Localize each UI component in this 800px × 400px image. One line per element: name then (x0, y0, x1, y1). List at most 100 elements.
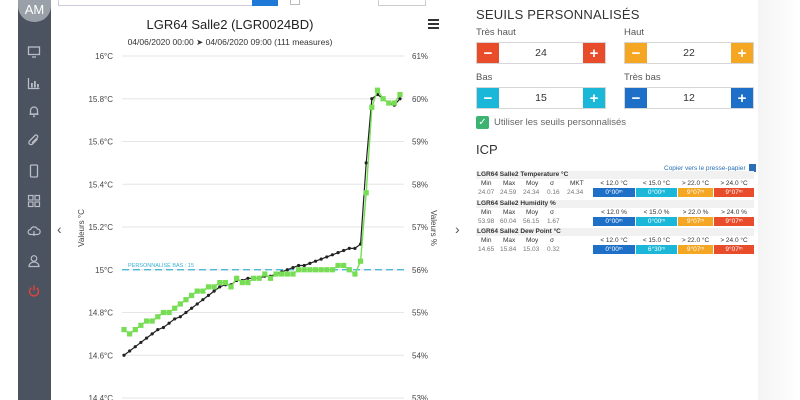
high-plus-button[interactable]: + (731, 43, 753, 63)
temperature-point (156, 328, 160, 332)
icp-value-row: 14.65 15.84 15.03 0.32 0°00ᵐ 6°30ᵐ 9°07ᵐ 9°07ᵐ (476, 245, 754, 254)
humidity-point (194, 288, 200, 294)
temperature-point (246, 276, 250, 280)
mobile-icon[interactable] (27, 164, 41, 178)
high-minus-button[interactable]: − (625, 43, 647, 63)
high-value[interactable]: 22 (683, 47, 695, 59)
humidity-point (318, 267, 324, 273)
low-value[interactable]: 15 (535, 92, 547, 104)
paperclip-icon[interactable] (27, 134, 41, 148)
icp-block-title: LGR64 Salle2 Humidity % (476, 200, 754, 208)
icp-value: 1.67 (547, 218, 560, 225)
checkmark-icon[interactable]: ✓ (476, 116, 489, 129)
top-select[interactable] (378, 0, 426, 6)
humidity-point (279, 271, 285, 277)
icp-range-value: 9°07ᵐ (714, 245, 754, 254)
sidebar (18, 0, 51, 400)
icp-range-header: > 22.0 % (682, 209, 709, 216)
icp-block: LGR64 Salle2 Temperature °C Min Max Moy σ MKT… (476, 171, 754, 197)
bell-icon[interactable] (27, 104, 41, 118)
icp-value: 0.16 (547, 189, 560, 196)
top-checkbox[interactable] (290, 0, 300, 5)
very-low-minus-button[interactable]: − (625, 88, 647, 108)
grid-icon[interactable] (27, 194, 41, 208)
threshold-label: PERSONNALISÉ BAS : 15 (128, 262, 194, 269)
icp-range-header: > 22.0 °C (681, 237, 710, 244)
avatar[interactable]: AM (18, 0, 51, 22)
icp-header-row: Min Max Moy σ < 12.0 % < 15.0 % > 22.0 % > 24.0… (476, 208, 754, 217)
temperature-point (173, 317, 177, 321)
icp-column-header: Max (503, 209, 516, 216)
y-right-tick-label: 59% (412, 138, 428, 147)
icp-column-header: Max (503, 180, 516, 187)
humidity-point (357, 258, 364, 264)
clipboard-icon[interactable] (748, 164, 756, 172)
icp-range-header: < 15.0 °C (642, 237, 671, 244)
humidity-point (329, 267, 336, 273)
temperature-point (342, 248, 346, 253)
y-left-tick-label: 15°C (95, 266, 113, 275)
top-go-button[interactable] (252, 0, 278, 6)
icp-range-value: 9°07ᵐ (714, 188, 754, 197)
humidity-point (374, 87, 381, 93)
low-plus-button[interactable]: + (583, 88, 605, 108)
y-right-tick-label: 56% (412, 266, 428, 275)
copy-to-clipboard-link[interactable]: Copier vers le presse-papier (664, 164, 756, 172)
icp-range-value: 6°30ᵐ (636, 245, 677, 254)
bar-chart-icon[interactable] (27, 76, 41, 90)
humidity-point (205, 284, 212, 290)
low-minus-button[interactable]: − (477, 88, 499, 108)
next-arrow-icon[interactable]: › (455, 221, 460, 237)
icp-column-header: Max (503, 237, 516, 244)
icp-value: 24.34 (567, 189, 584, 196)
icp-range-header: > 24.0 °C (720, 180, 748, 187)
icp-value: 15.84 (500, 246, 517, 253)
very-low-plus-button[interactable]: + (731, 88, 753, 108)
user-icon[interactable] (27, 254, 41, 268)
y-right-tick-label: 58% (412, 180, 428, 189)
temperature-point (218, 285, 222, 289)
temperature-point (297, 263, 301, 268)
monitor-icon[interactable] (27, 45, 41, 59)
cloud-upload-icon[interactable] (27, 224, 41, 238)
humidity-point (138, 322, 144, 328)
use-custom-thresholds-label: Utiliser les seuils personnalisés (494, 117, 626, 128)
humidity-point (188, 292, 195, 298)
icp-range-header: > 24.0 % (721, 209, 747, 216)
icp-column-header: Moy (526, 237, 539, 244)
humidity-point (245, 279, 251, 286)
humidity-point (296, 267, 302, 273)
humidity-point (143, 318, 150, 324)
power-icon[interactable] (27, 284, 41, 298)
icp-range-value: 0°00ᵐ (636, 188, 677, 197)
use-custom-thresholds-checkbox[interactable]: ✓ Utiliser les seuils personnalisés (476, 116, 626, 129)
very-low-value[interactable]: 12 (683, 92, 695, 104)
hamburger-menu-icon[interactable] (428, 19, 439, 29)
previous-arrow-icon[interactable]: ‹ (57, 221, 62, 237)
icp-range-header: < 15.0 °C (642, 180, 671, 187)
humidity-point (239, 279, 245, 286)
temperature-point (370, 97, 374, 101)
copy-to-clipboard-label[interactable]: Copier vers le presse-papier (664, 164, 746, 172)
very-high-value[interactable]: 24 (535, 47, 547, 59)
y-left-tick-label: 16°C (95, 52, 113, 61)
icp-column-header: σ (550, 209, 555, 216)
temperature-point (122, 353, 126, 357)
y-left-axis-label: Valeurs °C (77, 209, 86, 247)
humidity-point (301, 267, 307, 273)
high-stepper: − 22 + (624, 42, 754, 64)
humidity-point (183, 297, 189, 303)
icp-block-title: LGR64 Salle2 Temperature °C (476, 171, 754, 179)
humidity-point (386, 100, 392, 106)
y-left-tick-label: 15.6°C (88, 138, 113, 147)
very-high-minus-button[interactable]: − (477, 43, 499, 63)
icp-title: ICP (476, 142, 498, 157)
icp-column-header: Min (481, 237, 492, 244)
temperature-point (353, 246, 357, 250)
icp-range-value: 9°07ᵐ (714, 217, 754, 226)
icp-value-row: 53.98 60.04 56.15 1.67 0°00ᵐ 0°00ᵐ 9°07ᵐ 9°07ᵐ (476, 217, 754, 226)
y-left-tick-label: 14.6°C (88, 351, 113, 360)
y-right-tick-label: 55% (412, 309, 428, 318)
very-high-plus-button[interactable]: + (583, 43, 605, 63)
icp-range-header: < 15.0 % (643, 209, 670, 216)
